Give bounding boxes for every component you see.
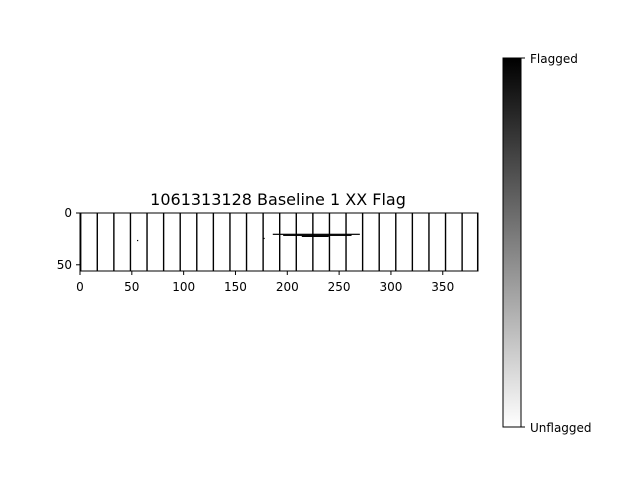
colorbar: Flagged Unflagged: [502, 52, 592, 435]
x-tick-label-200: 200: [276, 280, 299, 294]
flagged-column-17: [361, 213, 364, 271]
flagged-column-21: [428, 213, 430, 271]
flagged-column-22: [444, 213, 447, 271]
flagged-column-10: [245, 213, 248, 271]
y-tick-label-50: 50: [57, 258, 72, 272]
flagged-column-2: [113, 213, 115, 271]
flagged-segment-2: [301, 235, 329, 237]
colorbar-label-flagged: Flagged: [530, 52, 578, 66]
x-axis: 0 50 100 150 200 250 300 350: [76, 271, 454, 294]
colorbar-gradient: [502, 57, 522, 428]
x-tick-label-150: 150: [224, 280, 247, 294]
y-tick-label-0: 0: [64, 206, 72, 220]
flagged-column-9: [229, 213, 231, 271]
flagged-column-13: [295, 213, 297, 271]
flagged-column-4: [146, 213, 148, 271]
flagged-column-11: [262, 213, 264, 271]
flagged-column-8: [212, 213, 215, 271]
flagged-column-19: [395, 213, 397, 271]
flagged-column-3: [129, 213, 132, 271]
flagged-column-14: [312, 213, 314, 271]
flagged-column-18: [378, 213, 380, 271]
colorbar-label-unflagged: Unflagged: [530, 421, 592, 435]
heatmap-area: [79, 212, 479, 272]
flagged-column-5: [162, 213, 165, 271]
flagged-segment-1: [283, 234, 352, 236]
flagged-column-0: [80, 213, 82, 271]
flagged-segment-0: [272, 233, 360, 235]
y-axis: 0 50: [57, 206, 80, 272]
x-tick-label-0: 0: [76, 280, 84, 294]
heatmap-frame: [79, 212, 479, 272]
x-tick-label-300: 300: [379, 280, 402, 294]
x-tick-label-350: 350: [431, 280, 454, 294]
x-tick-label-250: 250: [328, 280, 351, 294]
flagged-column-23: [461, 213, 463, 271]
flagged-column-7: [196, 213, 198, 271]
flagged-column-12: [279, 213, 281, 271]
x-tick-label-100: 100: [172, 280, 195, 294]
flagged-column-16: [345, 213, 347, 271]
chart-title: 1061313128 Baseline 1 XX Flag: [150, 190, 406, 209]
flagged-column-20: [411, 213, 414, 271]
x-tick-label-50: 50: [124, 280, 139, 294]
flagged-column-6: [179, 213, 181, 271]
flagged-point-0: [137, 239, 139, 242]
flagged-column-15: [328, 213, 331, 271]
flagged-column-1: [96, 213, 98, 271]
flagged-point-1: [263, 237, 265, 240]
